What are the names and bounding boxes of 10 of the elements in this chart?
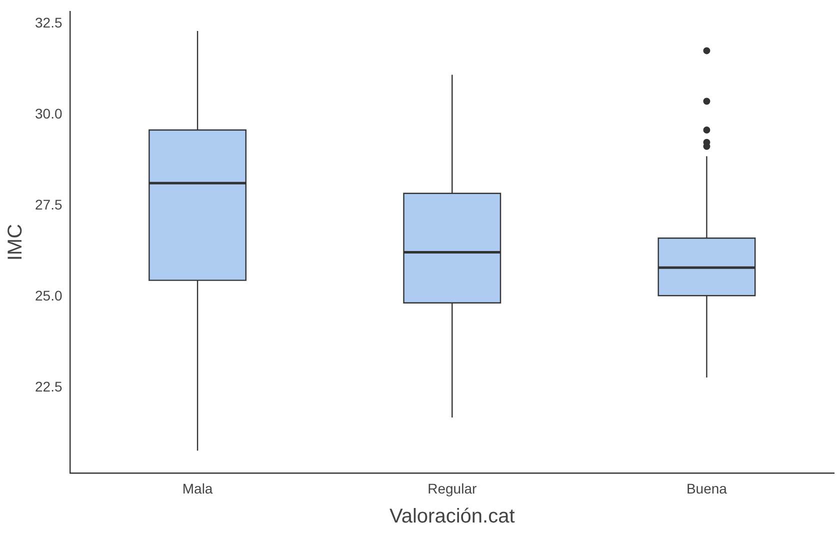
x-tick-label: Regular [428, 480, 477, 496]
x-tick-label: Mala [182, 480, 213, 496]
y-axis-title: IMC [4, 224, 27, 261]
y-tick-label: 27.5 [35, 196, 62, 213]
y-tick-label: 32.5 [35, 14, 62, 31]
x-axis-title: Valoración.cat [389, 506, 516, 528]
x-tick-label: Buena [686, 480, 728, 496]
y-tick-label: 30.0 [35, 106, 62, 122]
y-tick-label: 22.5 [35, 378, 62, 395]
y-tick-label: 25.0 [35, 288, 62, 304]
